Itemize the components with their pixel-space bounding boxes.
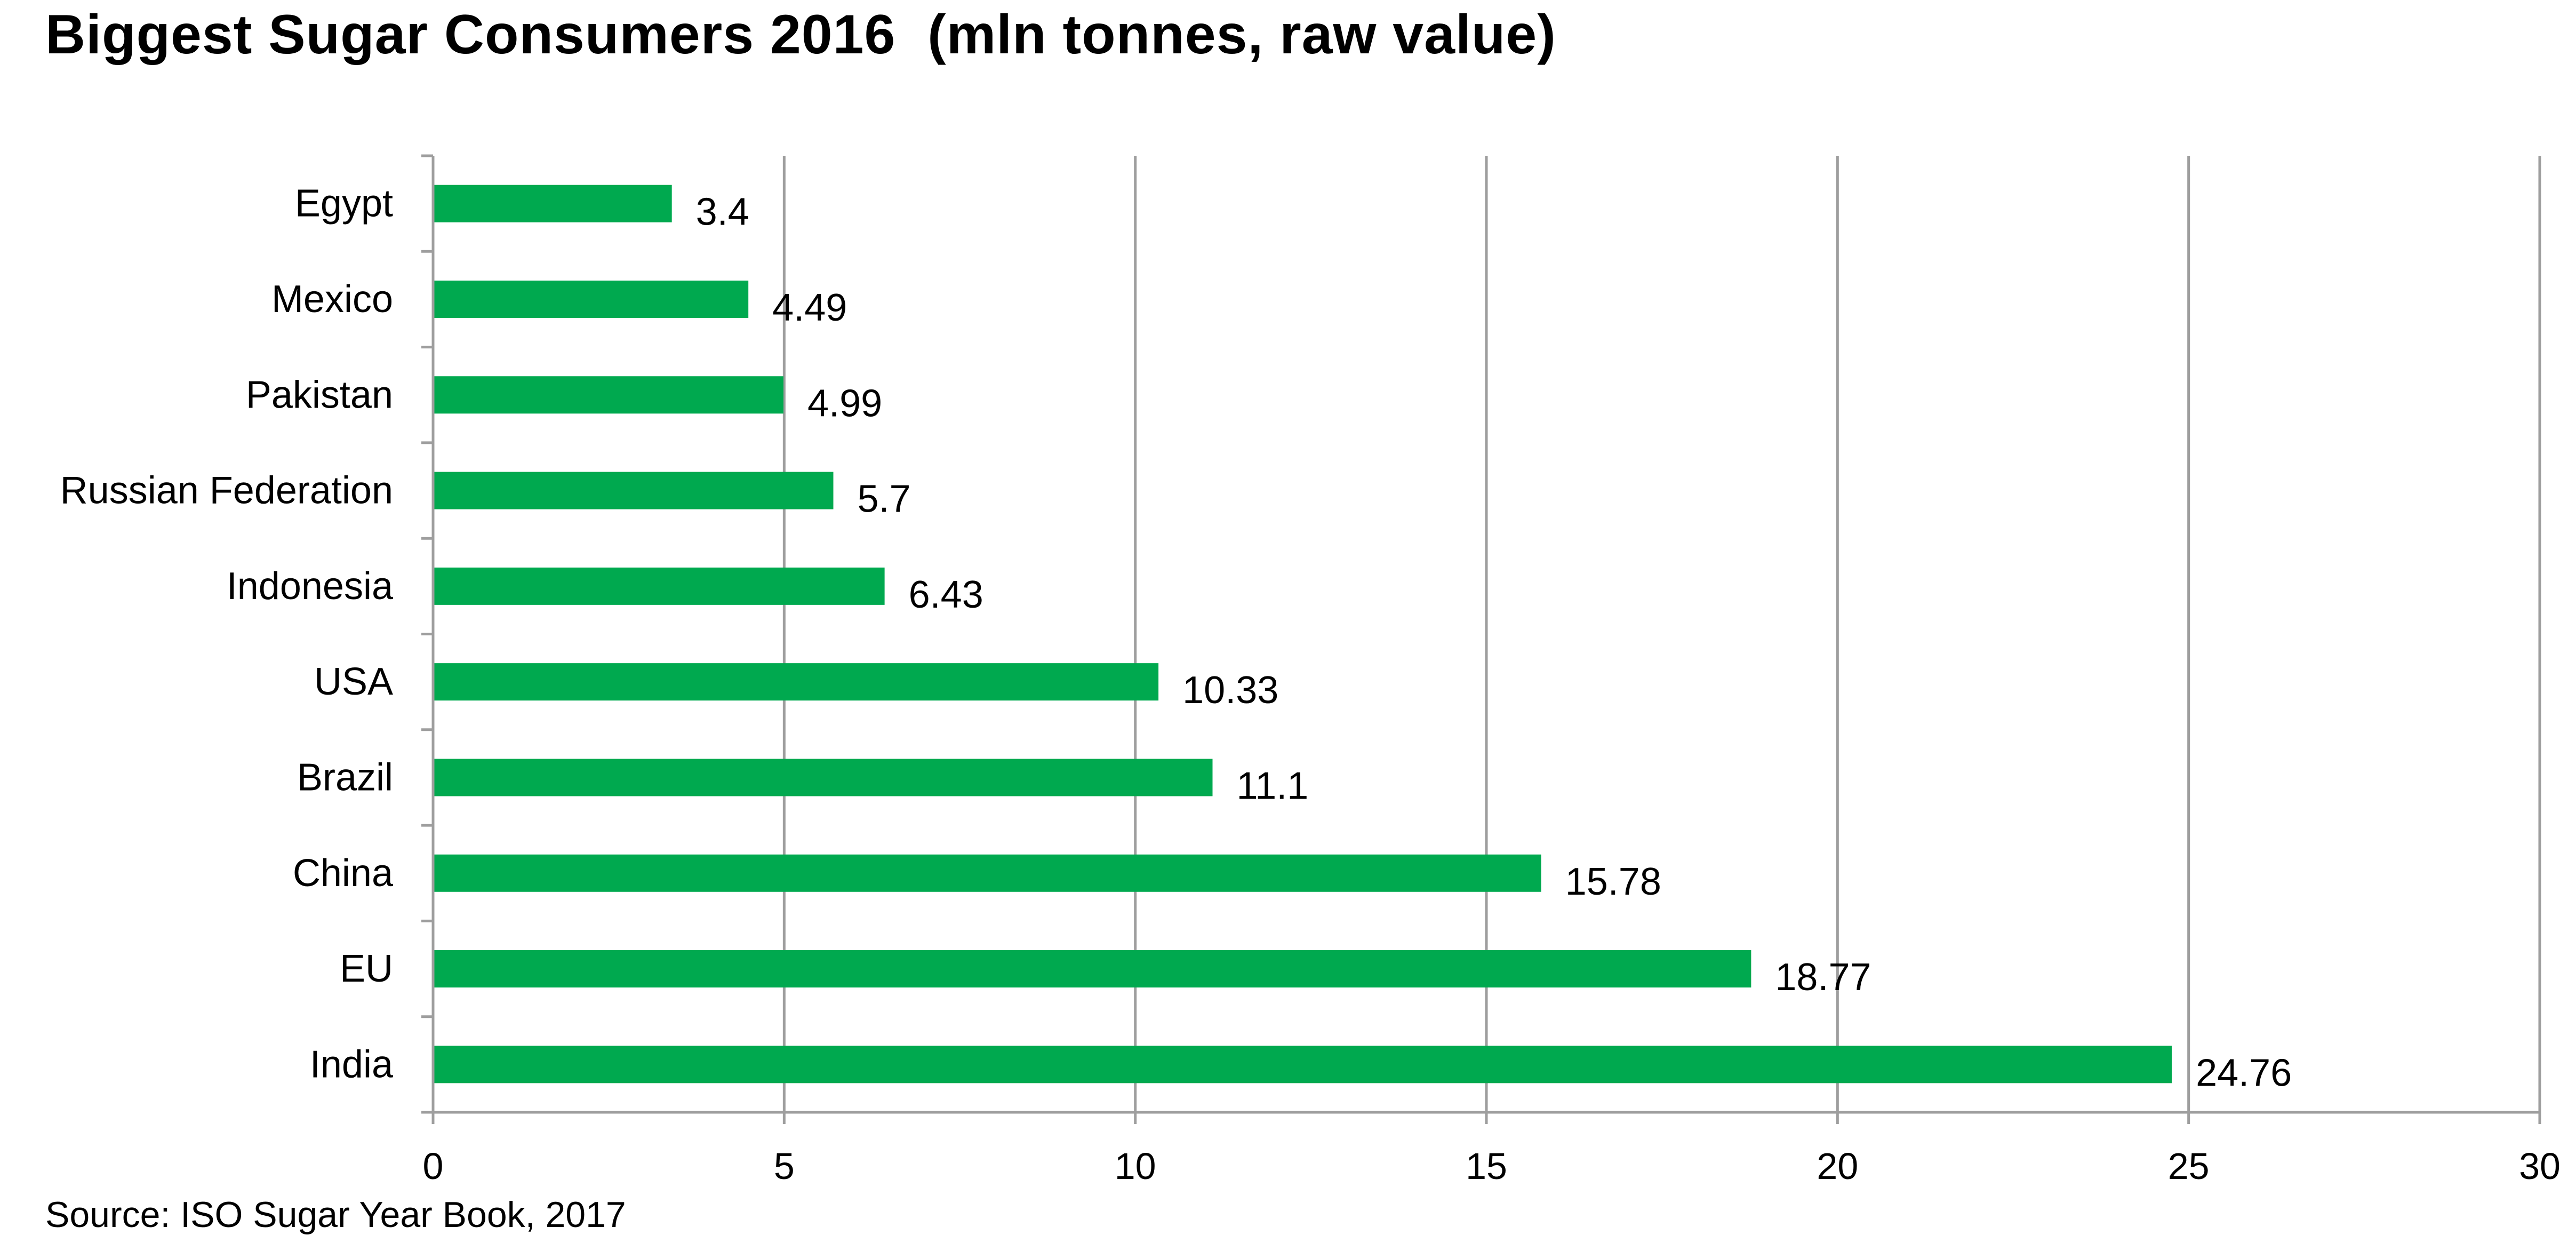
bar bbox=[433, 663, 1159, 701]
data-label: 4.99 bbox=[807, 382, 882, 425]
source-note: Source: ISO Sugar Year Book, 2017 bbox=[45, 1194, 626, 1235]
category-label: EU bbox=[340, 947, 393, 990]
category-label: Brazil bbox=[297, 756, 393, 799]
category-label: Indonesia bbox=[227, 565, 394, 608]
bar bbox=[433, 567, 885, 605]
data-label: 11.1 bbox=[1237, 764, 1309, 807]
x-tick-label: 0 bbox=[423, 1145, 444, 1187]
chart-title: Biggest Sugar Consumers 2016 (mln tonnes… bbox=[45, 4, 1556, 66]
labels: 0 5 10 15 20 25 30 Egypt 3.4 Mexico 4.49 Pakistan 4.… bbox=[60, 182, 2561, 1187]
bar bbox=[433, 185, 672, 222]
data-label: 5.7 bbox=[858, 478, 911, 521]
x-tick-label: 15 bbox=[1466, 1145, 1507, 1187]
data-label: 3.4 bbox=[696, 191, 749, 234]
bar bbox=[433, 376, 784, 414]
x-tick-label: 5 bbox=[774, 1145, 795, 1187]
data-label: 4.49 bbox=[772, 286, 847, 329]
category-label: Mexico bbox=[271, 278, 393, 321]
data-label: 10.33 bbox=[1182, 669, 1278, 712]
category-label: USA bbox=[314, 660, 393, 703]
category-label: Egypt bbox=[295, 182, 393, 225]
x-tick-label: 10 bbox=[1115, 1145, 1156, 1187]
bar bbox=[433, 280, 749, 318]
category-label: Pakistan bbox=[246, 373, 393, 416]
bar bbox=[433, 1046, 2172, 1083]
bar bbox=[433, 950, 1751, 988]
category-label: Russian Federation bbox=[60, 469, 393, 512]
bar bbox=[433, 854, 1541, 892]
data-label: 6.43 bbox=[909, 573, 983, 616]
bar bbox=[433, 472, 834, 509]
x-tick-label: 20 bbox=[1817, 1145, 1858, 1187]
bars bbox=[433, 185, 2172, 1083]
axes bbox=[421, 154, 2541, 1124]
bar bbox=[433, 759, 1213, 796]
x-tick-label: 25 bbox=[2168, 1145, 2210, 1187]
category-label: India bbox=[310, 1043, 394, 1086]
x-tick-label: 30 bbox=[2519, 1145, 2561, 1187]
data-label: 24.76 bbox=[2196, 1051, 2292, 1094]
category-label: China bbox=[293, 852, 394, 895]
data-label: 15.78 bbox=[1565, 860, 1661, 903]
data-label: 18.77 bbox=[1775, 956, 1871, 999]
